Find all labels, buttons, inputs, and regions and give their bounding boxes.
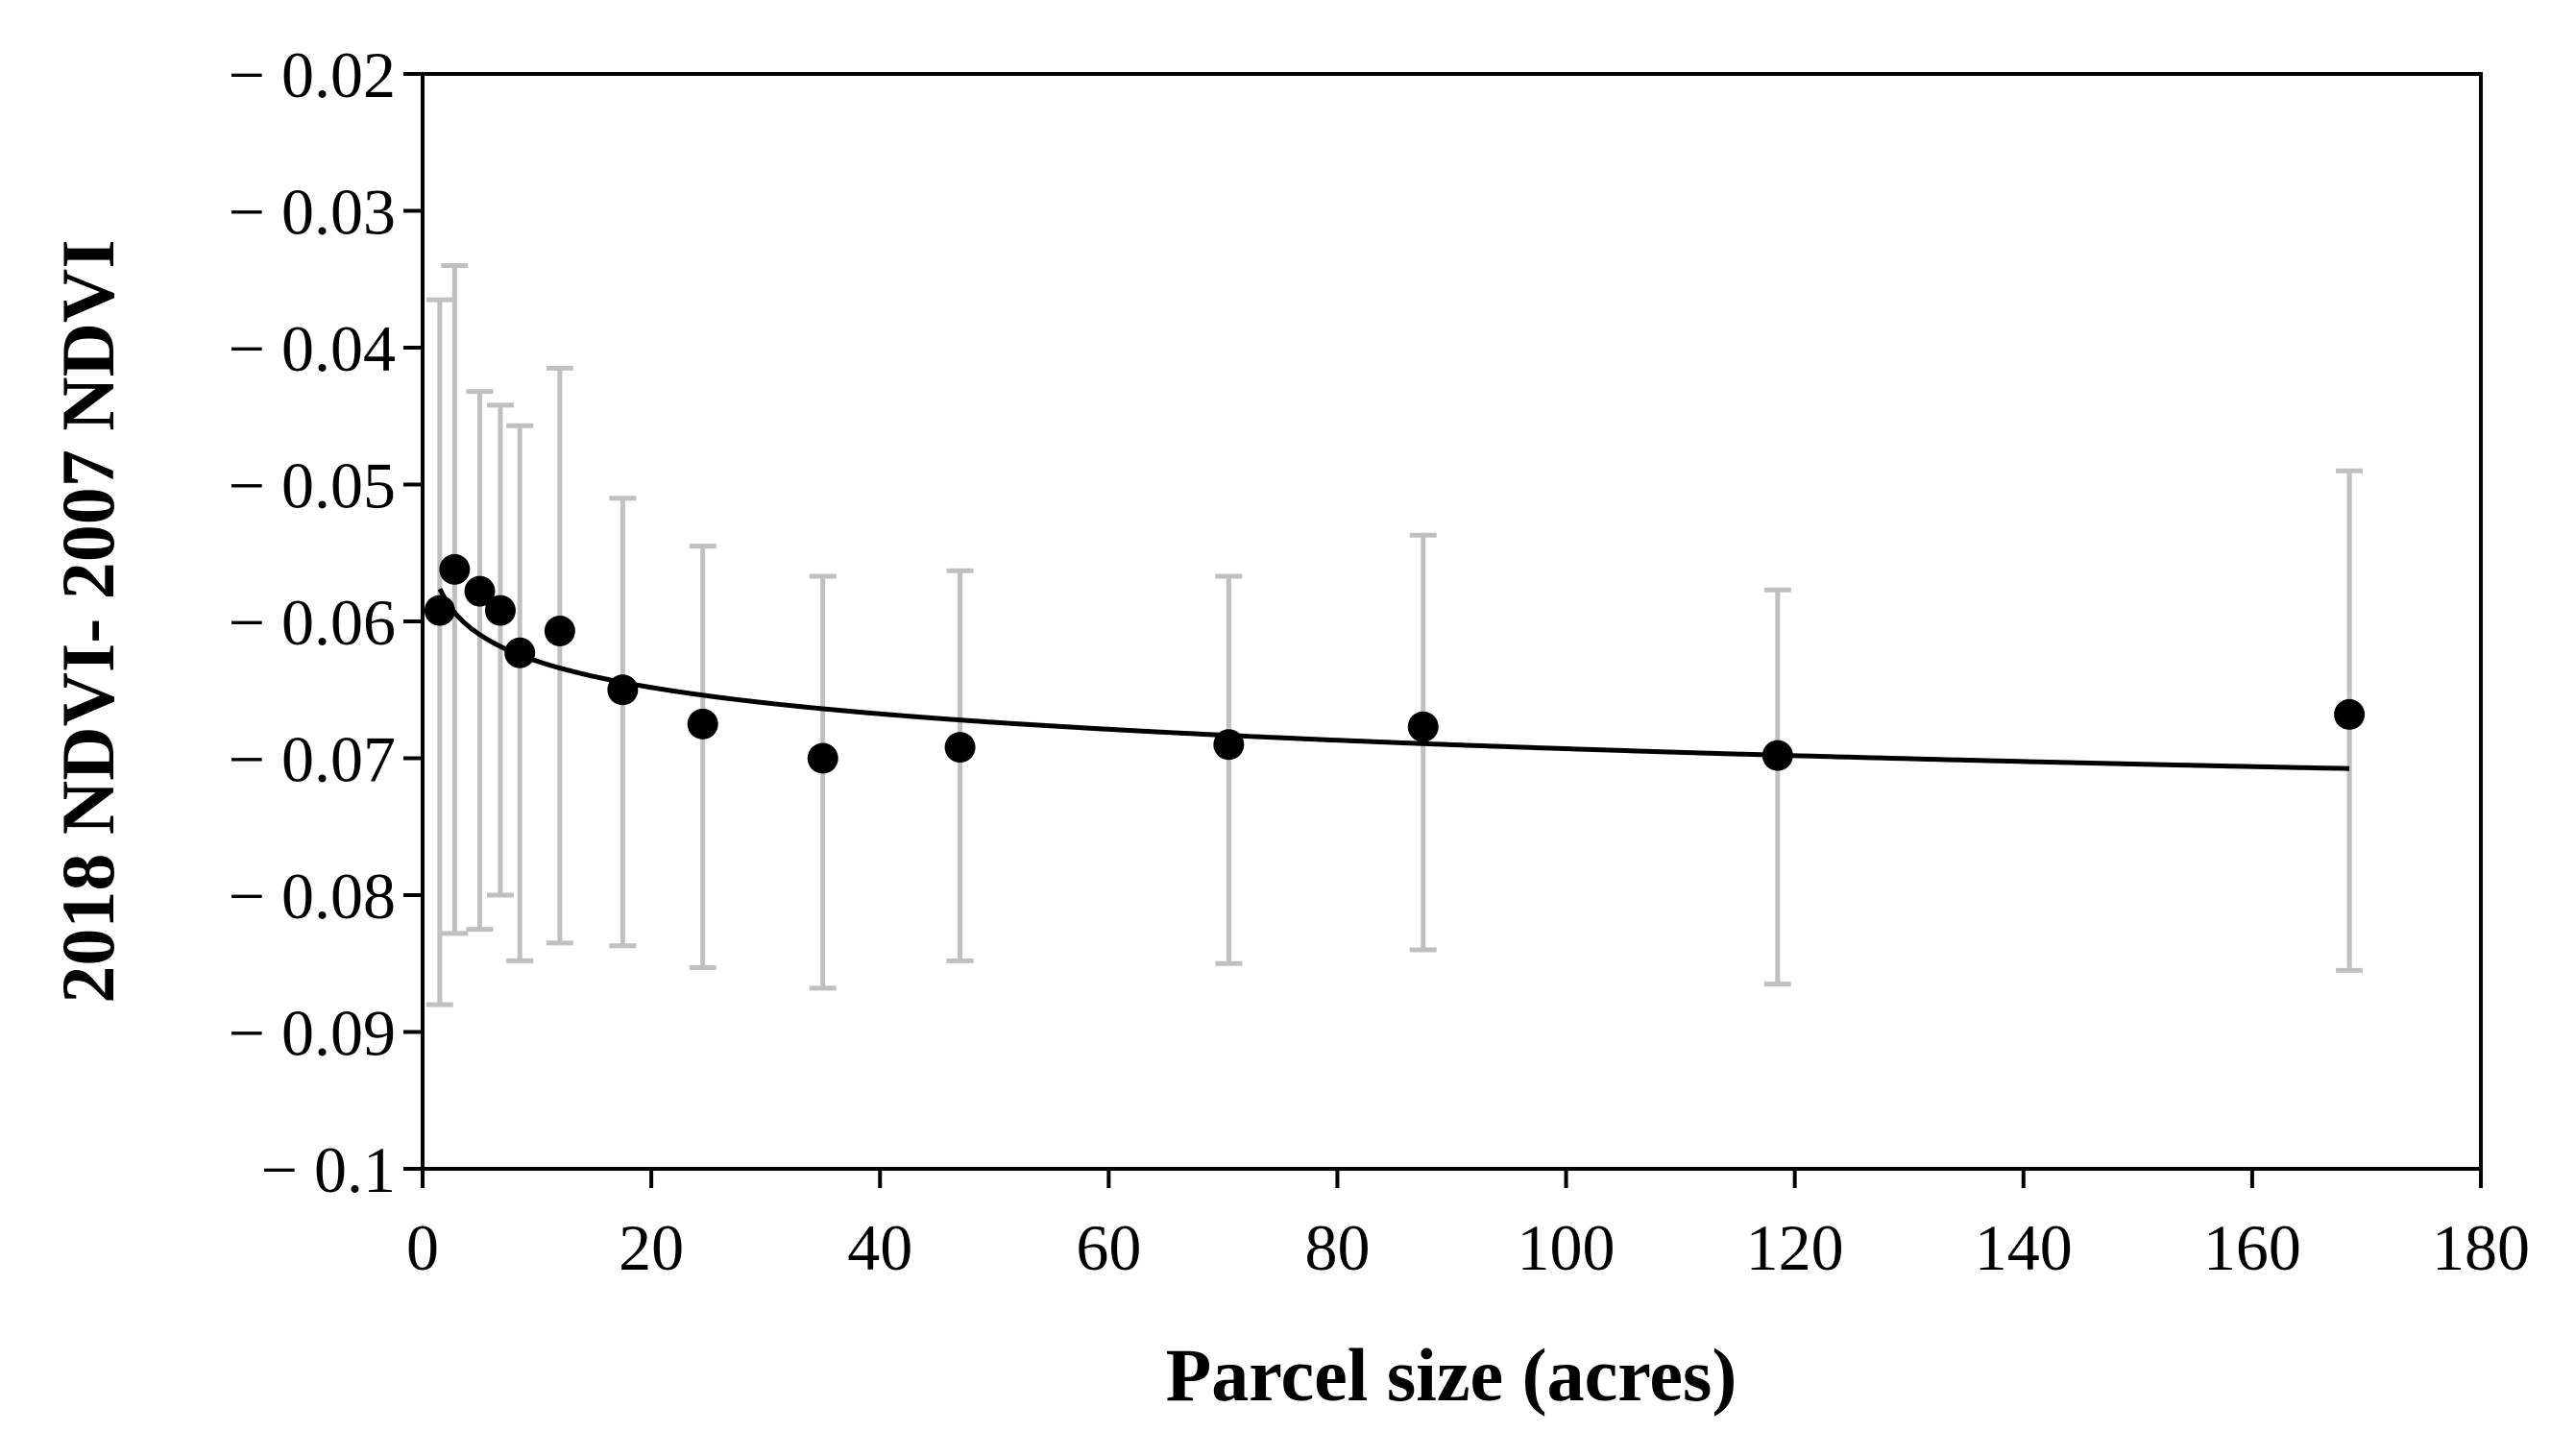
error-bar	[466, 389, 494, 933]
y-tick-label: − 0.05	[229, 449, 396, 522]
error-bar	[441, 263, 469, 936]
y-tick-label: − 0.07	[229, 723, 396, 796]
data-point	[504, 637, 536, 668]
x-tick-label: 0	[406, 1211, 439, 1284]
error-bar	[609, 496, 637, 949]
data-point	[2334, 698, 2366, 730]
data-point	[607, 674, 639, 706]
x-tick-label: 140	[1975, 1211, 2073, 1284]
y-tick-label: − 0.03	[229, 176, 396, 249]
x-tick-label: 100	[1518, 1211, 1615, 1284]
data-point	[424, 595, 455, 626]
data-point	[1407, 711, 1439, 742]
trendline-group	[437, 587, 2350, 771]
x-tick-label: 160	[2203, 1211, 2301, 1284]
data-point	[807, 742, 838, 774]
x-tick-label: 120	[1746, 1211, 1844, 1284]
x-tick-label: 180	[2432, 1211, 2530, 1284]
data-point	[439, 553, 471, 585]
x-tick-label: 20	[619, 1211, 684, 1284]
axes	[421, 72, 2483, 1171]
data-point	[687, 708, 718, 740]
x-tick-label: 80	[1304, 1211, 1370, 1284]
data-point	[1213, 729, 1245, 761]
error-bar	[506, 423, 534, 963]
trendline	[437, 587, 2350, 771]
error-bar	[425, 297, 453, 1007]
x-tick-label: 40	[847, 1211, 912, 1284]
x-axis-ticks: 0 20 40 60 80 100 120 140 160 180	[406, 1169, 2530, 1284]
y-tick-label: − 0.08	[229, 860, 396, 933]
data-point	[464, 575, 496, 607]
data-point	[1761, 740, 1793, 771]
error-bar	[809, 573, 837, 991]
data-point	[944, 732, 976, 764]
plot-frame	[421, 72, 2483, 1171]
error-bar	[546, 365, 573, 946]
y-tick-label: − 0.09	[229, 997, 396, 1070]
error-bar	[1763, 587, 1791, 987]
error-bar	[946, 568, 974, 963]
data-point	[544, 615, 575, 646]
y-tick-label: − 0.1	[261, 1133, 396, 1206]
error-bars	[425, 263, 2364, 1007]
y-tick-label: − 0.04	[229, 312, 396, 385]
error-bar	[1215, 573, 1243, 966]
error-bar	[486, 402, 514, 898]
data-point	[484, 595, 516, 626]
x-tick-label: 60	[1076, 1211, 1141, 1284]
x-axis-title: Parcel size (acres)	[1166, 1333, 1737, 1417]
y-axis-ticks: − 0.02 − 0.03 − 0.04 − 0.05 − 0.06 − 0.07 − 0.…	[229, 38, 423, 1206]
error-bar	[689, 544, 717, 971]
y-axis-title: 2018 NDVI- 2007 NDVI	[46, 239, 130, 1003]
y-tick-label: − 0.06	[229, 586, 396, 659]
data-points	[424, 553, 2366, 774]
y-tick-label: − 0.02	[229, 38, 396, 111]
